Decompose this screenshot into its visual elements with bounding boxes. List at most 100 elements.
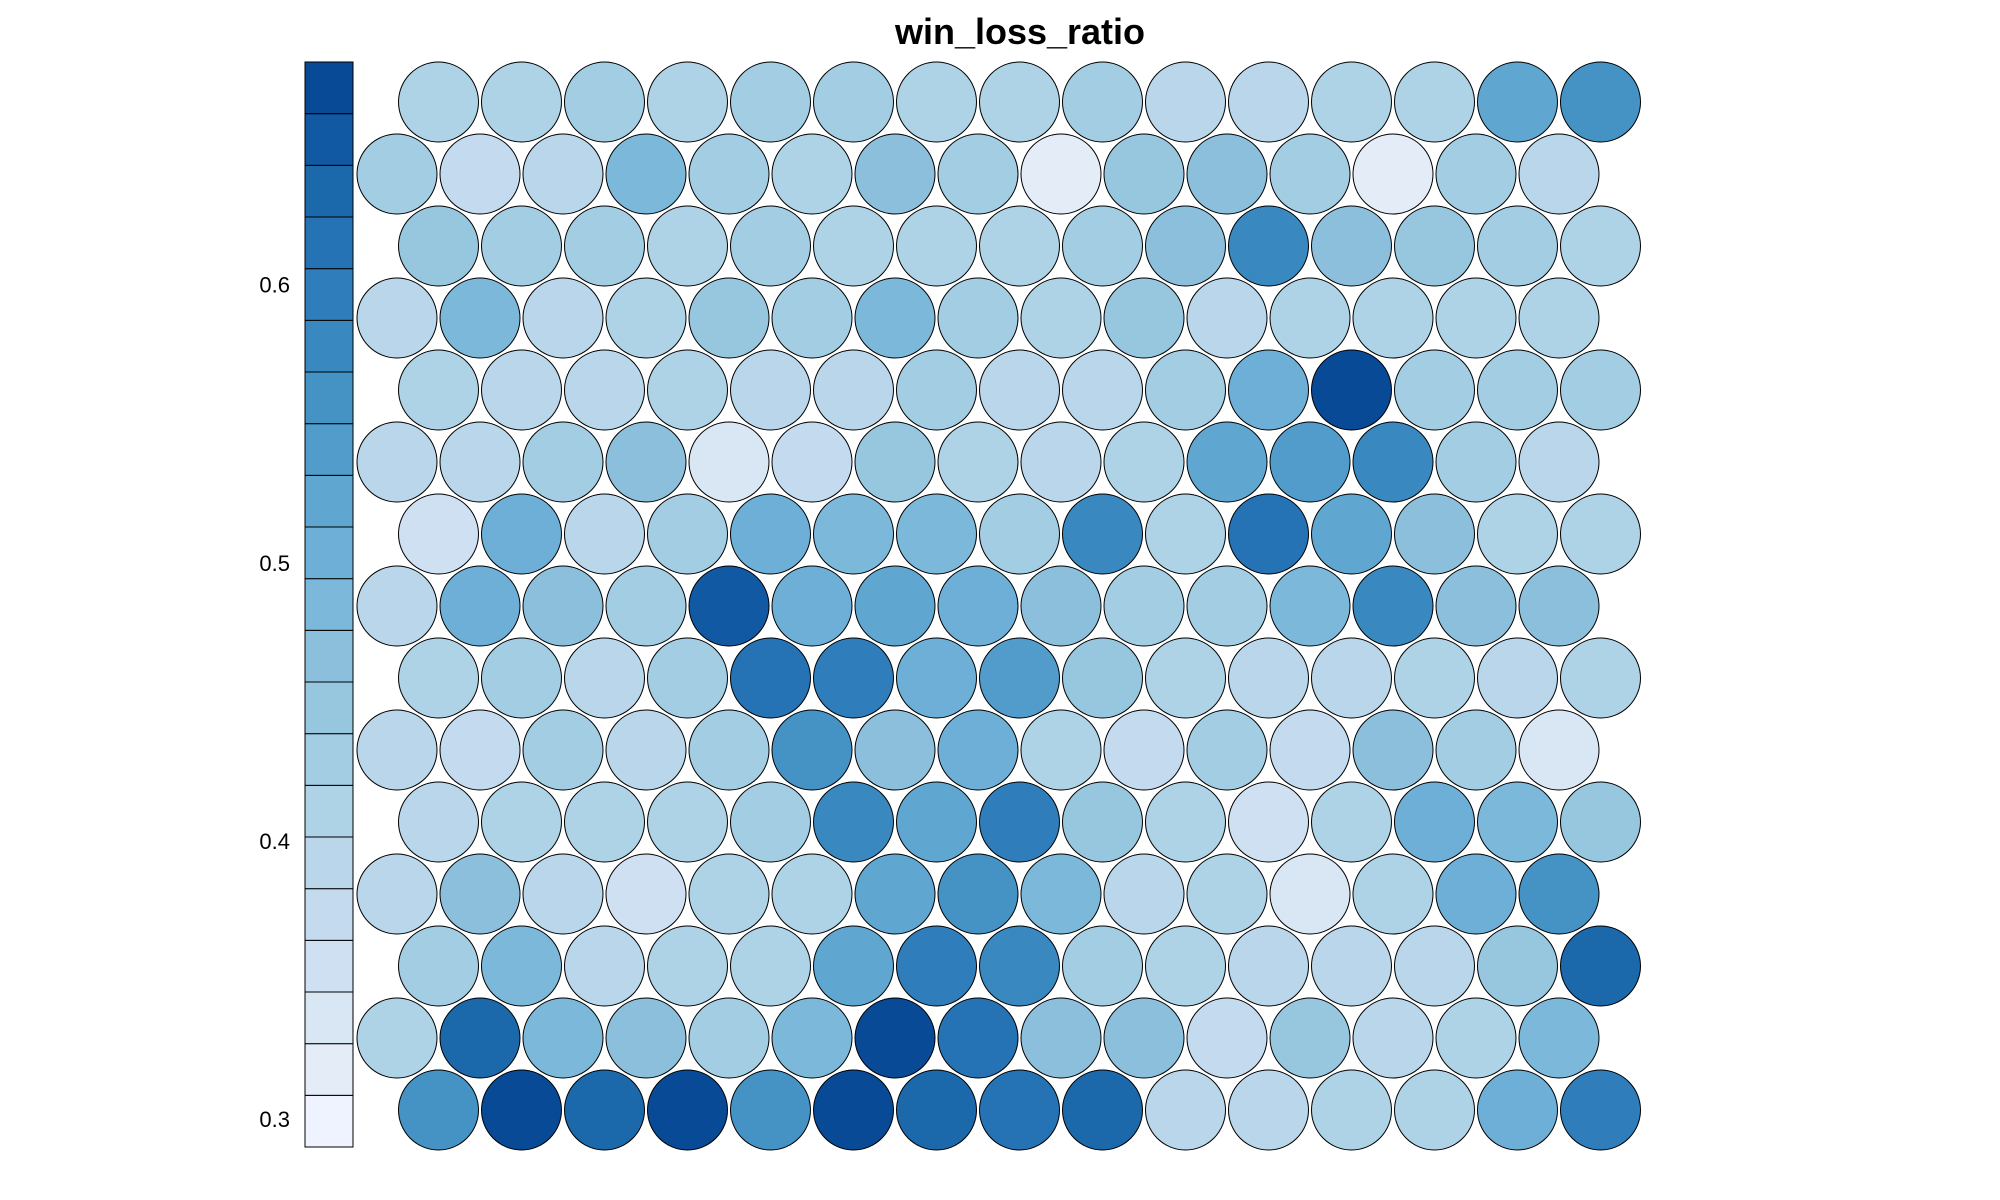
som-node [896,781,977,863]
som-node [730,781,811,863]
som-node [1560,349,1641,431]
som-node [564,637,645,719]
som-node [647,205,728,287]
som-node [1560,1069,1641,1151]
colorbar-swatch [304,371,354,425]
som-node [1269,853,1351,935]
som-node [1352,277,1434,359]
som-node [439,133,521,215]
som-node [1435,709,1517,791]
som-node [937,133,1019,215]
colorbar-swatch [304,991,354,1045]
som-node [1518,133,1600,215]
colorbar-swatch [304,681,354,735]
colorbar-swatch [304,113,354,166]
som-node [439,853,521,935]
som-node [356,853,438,935]
som-node [605,853,687,935]
som-node [1228,61,1309,143]
som-node [1020,997,1102,1079]
chart-title: win_loss_ratio [894,11,1145,52]
som-node [1560,205,1641,287]
som-node [1311,205,1392,287]
som-node [439,565,521,647]
som-node [771,277,853,359]
som-node [896,61,977,143]
som-node [647,1069,728,1151]
som-node [730,205,811,287]
som-node [813,781,894,863]
som-node [1477,637,1558,719]
som-node [605,997,687,1079]
som-node [979,781,1060,863]
som-node [730,925,811,1007]
som-node [813,349,894,431]
som-node [896,349,977,431]
som-node [1145,637,1226,719]
colorbar-swatch [304,526,354,580]
som-node [1560,781,1641,863]
som-node [854,853,936,935]
som-node [1560,925,1641,1007]
som-node [1186,853,1268,935]
som-node [398,493,479,575]
colorbar-swatch [304,578,354,631]
som-node [1269,709,1351,791]
som-node [771,421,853,503]
som-node [771,133,853,215]
colorbar-swatch [304,61,354,115]
som-node [1020,421,1102,503]
som-node [481,781,562,863]
som-node [605,133,687,215]
som-node [979,205,1060,287]
som-node [398,637,479,719]
colorbar-swatch [304,474,354,528]
som-node [1145,61,1226,143]
som-node [356,709,438,791]
som-node [688,421,770,503]
som-node [647,925,728,1007]
som-node [1062,493,1143,575]
som-node [1103,277,1185,359]
som-node [1518,853,1600,935]
som-node [1394,637,1475,719]
som-node [688,853,770,935]
som-node [481,1069,562,1151]
som-node [1394,205,1475,287]
som-node [647,493,728,575]
som-node [481,205,562,287]
som-node [398,205,479,287]
som-node [1186,997,1268,1079]
colorbar-tick-label: 0.3 [259,1107,290,1132]
som-node [1103,421,1185,503]
som-node [979,61,1060,143]
som-node [481,349,562,431]
colorbar-swatch [304,733,354,786]
som-node [439,421,521,503]
som-node [439,997,521,1079]
colorbar-swatch [304,164,354,218]
som-node [522,277,604,359]
som-node [356,277,438,359]
colorbar-swatch [304,629,354,683]
som-node [522,709,604,791]
som-node [1435,565,1517,647]
som-node [1145,349,1226,431]
som-node [1435,277,1517,359]
som-node [522,133,604,215]
som-node [1518,565,1600,647]
som-node [398,61,479,143]
colorbar-swatch [304,939,354,993]
som-node [1269,133,1351,215]
som-node [1518,421,1600,503]
som-node [937,709,1019,791]
som-node [688,133,770,215]
som-node [1560,637,1641,719]
som-node [1477,1069,1558,1151]
som-node [813,1069,894,1151]
som-node [730,493,811,575]
som-node [730,349,811,431]
colorbar-swatch [304,216,354,270]
som-node [398,781,479,863]
som-node [1477,61,1558,143]
